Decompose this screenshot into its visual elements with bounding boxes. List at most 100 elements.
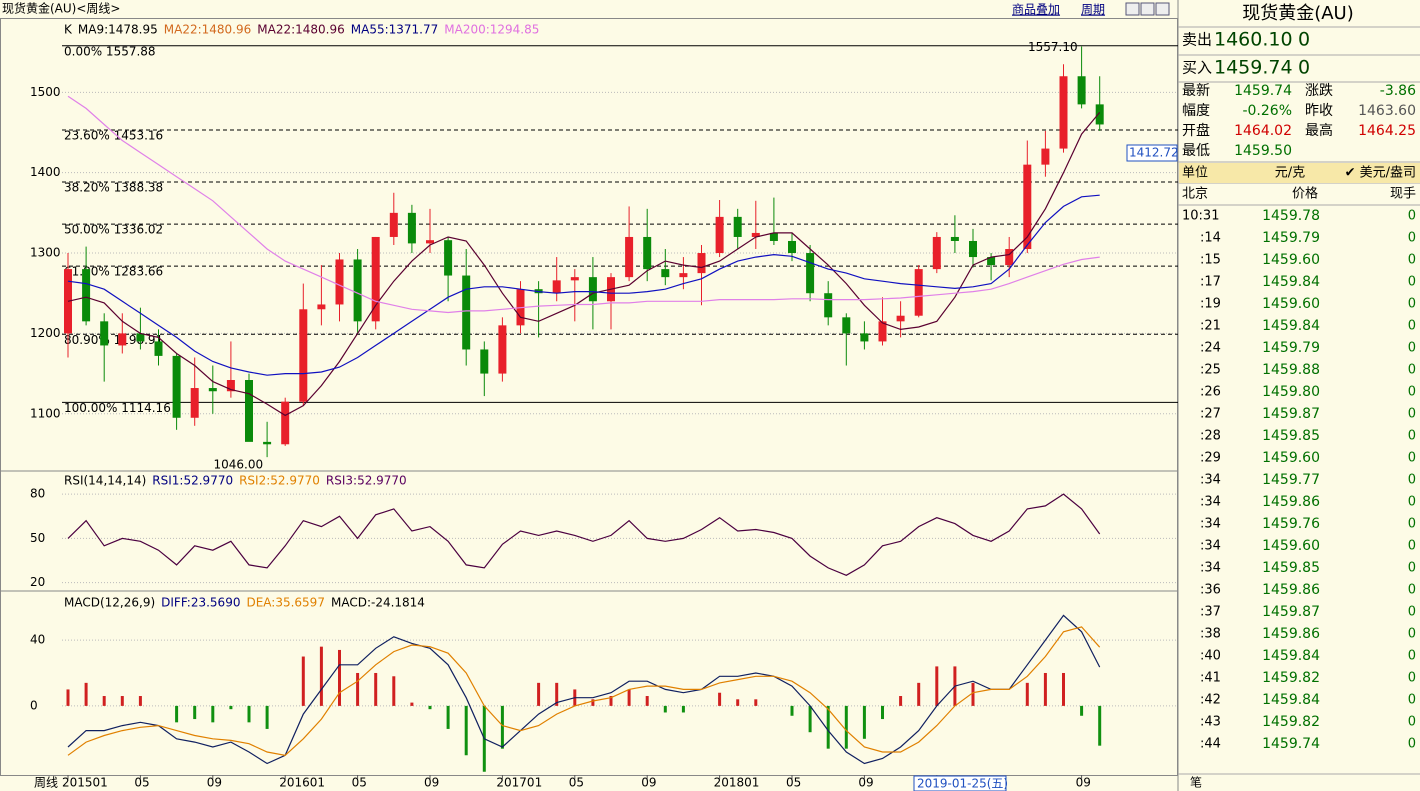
candle-body — [788, 240, 796, 254]
tick-time: :38 — [1200, 627, 1221, 642]
tick-price: 1459.85 — [1262, 428, 1320, 444]
nav-button[interactable] — [1140, 2, 1155, 16]
window-title: 现货黄金(AU)<周线> — [2, 1, 120, 16]
tick-time: :36 — [1200, 583, 1221, 598]
tick-price: 1459.79 — [1262, 230, 1320, 246]
tick-time: :34 — [1200, 561, 1221, 576]
x-tick-label: 201501 — [62, 776, 108, 790]
tick-price: 1459.85 — [1262, 560, 1320, 576]
tick-time: :41 — [1200, 671, 1221, 686]
stat-value: 1464.25 — [1358, 123, 1416, 139]
column-header: 价格 — [1292, 186, 1318, 202]
stat-label: 开盘 — [1182, 122, 1210, 139]
stat-value: -3.86 — [1380, 83, 1416, 99]
x-tick-label: 05 — [786, 776, 801, 790]
candle-body — [100, 321, 109, 346]
nav-button[interactable] — [1155, 2, 1170, 16]
y-tick-label: 20 — [30, 575, 45, 589]
candle-body — [335, 259, 344, 305]
candle-body — [661, 269, 670, 278]
x-tick-label: 09 — [424, 776, 439, 790]
x-tick-label: 09 — [858, 776, 873, 790]
legend-item: MA55:1371.77 — [351, 23, 439, 37]
tick-time: :42 — [1200, 693, 1221, 708]
stat-value: 1459.50 — [1234, 143, 1292, 159]
candle-body — [1095, 104, 1104, 125]
candle-body — [82, 269, 91, 322]
candle-body — [625, 236, 634, 278]
candle-body — [444, 240, 453, 276]
x-axis-label: 周线 — [34, 776, 58, 790]
legend-item: RSI2:52.9770 — [239, 474, 320, 488]
y-tick-label: 80 — [30, 487, 45, 501]
tick-price: 1459.80 — [1262, 384, 1320, 400]
legend-item: MA22:1480.96 — [164, 23, 252, 37]
cursor-date: 2019-01-25(五) — [917, 777, 1008, 791]
footer-tab[interactable]: 笔 — [1190, 775, 1202, 790]
indicator-line — [67, 112, 1101, 417]
candle-body — [462, 275, 471, 350]
indicator-line — [67, 493, 1101, 576]
legend-item: DIFF:23.5690 — [161, 596, 240, 610]
candle-body — [1023, 164, 1032, 250]
cursor-price-box — [1126, 144, 1178, 162]
tick-volume: 0 — [1408, 429, 1416, 444]
candle-body — [1059, 76, 1068, 149]
nav-button[interactable] — [1125, 2, 1140, 16]
candle-body — [208, 388, 217, 392]
tick-price: 1459.82 — [1262, 670, 1320, 686]
tick-price: 1459.84 — [1262, 648, 1320, 664]
stat-label: 昨收 — [1305, 103, 1333, 119]
candle-body — [914, 269, 923, 316]
fib-label: 0.00% 1557.88 — [64, 44, 156, 58]
legend-item: RSI1:52.9770 — [152, 474, 233, 488]
x-tick-label: 201701 — [496, 776, 542, 790]
candle-body — [987, 257, 996, 266]
unit-cell: 元/克 — [1275, 166, 1305, 181]
tick-time: :34 — [1200, 517, 1221, 532]
overlay-button[interactable]: 商品叠加 — [1012, 2, 1060, 17]
candle-body — [806, 253, 815, 294]
tick-volume: 0 — [1408, 671, 1416, 686]
legend-item: DEA:35.6597 — [246, 596, 325, 610]
sell-price: 1460.10 — [1214, 29, 1293, 51]
tick-time: :19 — [1200, 297, 1221, 312]
tick-time: :24 — [1200, 341, 1221, 356]
tick-time: :15 — [1200, 253, 1221, 268]
candle-body — [570, 277, 579, 281]
column-header: 北京 — [1182, 187, 1208, 202]
y-tick-label: 40 — [30, 633, 45, 647]
fib-label: 100.00% 1114.16 — [64, 401, 171, 415]
tick-time: :28 — [1200, 429, 1221, 444]
legend-item: MA200:1294.85 — [444, 23, 539, 37]
unit-cell[interactable]: ✔ 美元/盎司 — [1345, 166, 1416, 181]
tick-time: :44 — [1200, 737, 1221, 752]
tick-time: :21 — [1200, 319, 1221, 334]
cursor-price: 1412.72 — [1129, 146, 1179, 160]
tick-volume: 0 — [1408, 275, 1416, 290]
tick-price: 1459.74 — [1262, 736, 1320, 752]
candle-body — [371, 236, 380, 322]
y-tick-label: 1500 — [30, 85, 61, 99]
candle-body — [932, 236, 941, 270]
tick-price: 1459.60 — [1262, 296, 1320, 312]
tick-volume: 0 — [1408, 495, 1416, 510]
low-label: 1046.00 — [213, 458, 263, 472]
tick-volume: 0 — [1408, 451, 1416, 466]
period-button[interactable]: 周期 — [1081, 3, 1105, 17]
tick-time: :26 — [1200, 385, 1221, 400]
unit-cell: 单位 — [1182, 166, 1208, 181]
candle-body — [426, 240, 434, 244]
candle-body — [679, 273, 688, 278]
tick-volume: 0 — [1408, 737, 1416, 752]
candle-body — [552, 280, 561, 294]
x-tick-label: 05 — [134, 776, 149, 790]
tick-price: 1459.84 — [1262, 692, 1320, 708]
column-header: 现手 — [1390, 187, 1416, 202]
x-tick-label: 201601 — [279, 776, 325, 790]
tick-time: :34 — [1200, 539, 1221, 554]
tick-volume: 0 — [1408, 297, 1416, 312]
quote-title: 现货黄金(AU) — [1242, 3, 1354, 24]
stat-label: 最高 — [1305, 122, 1333, 139]
